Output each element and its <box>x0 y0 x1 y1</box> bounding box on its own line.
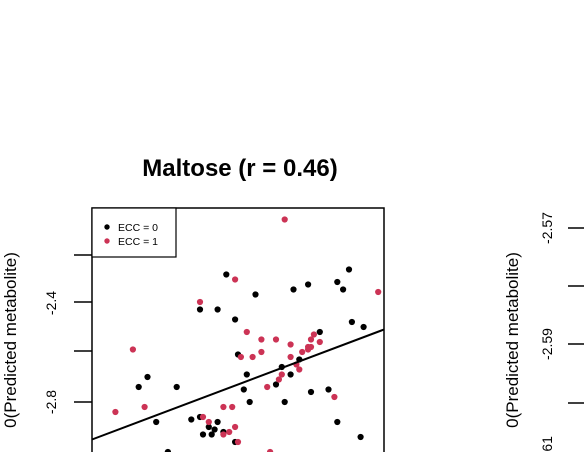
legend-label-ecc0: ECC = 0 <box>118 222 158 234</box>
data-point-ecc0 <box>211 426 218 433</box>
data-point-ecc1 <box>243 328 250 336</box>
y-axis-label: 0(Predicted metabolite) <box>1 252 20 428</box>
plot-frame <box>91 207 385 452</box>
data-point-ecc1 <box>296 366 303 373</box>
data-point-ecc1 <box>249 353 256 361</box>
data-point-ecc1 <box>331 393 338 401</box>
data-point-ecc1 <box>278 371 285 378</box>
data-point-ecc1 <box>375 288 382 296</box>
data-point-ecc1 <box>196 298 204 306</box>
data-point-ecc0 <box>199 431 207 438</box>
data-point-ecc1 <box>287 341 294 348</box>
data-point-ecc0 <box>214 306 221 313</box>
legend: ECC = 0 ECC = 1 <box>91 207 177 258</box>
data-point-ecc1 <box>237 353 244 361</box>
data-point-ecc1 <box>258 336 265 343</box>
data-point-ecc0 <box>281 398 288 406</box>
data-point-ecc1 <box>112 408 119 416</box>
data-point-ecc1 <box>281 216 288 223</box>
data-point-ecc0 <box>307 388 315 396</box>
data-point-ecc0 <box>196 306 204 313</box>
data-point-ecc0 <box>135 383 142 391</box>
data-point-ecc1 <box>232 423 239 431</box>
data-point-ecc1 <box>229 403 236 411</box>
data-point-ecc0 <box>188 416 195 423</box>
data-point-ecc0 <box>144 373 151 381</box>
data-point-ecc0 <box>348 318 355 326</box>
data-point-ecc0 <box>223 271 230 278</box>
data-point-ecc0 <box>232 316 239 323</box>
data-point-ecc1 <box>272 336 280 343</box>
data-point-ecc1 <box>226 428 233 436</box>
legend-marker-ecc0 <box>104 224 110 230</box>
data-point-ecc1 <box>299 348 306 356</box>
data-point-ecc1 <box>199 413 207 421</box>
points-layer <box>112 216 382 452</box>
data-point-ecc0 <box>334 278 341 286</box>
right-panel: 0(Predicted metabolite) -2.57 -2.59 -2.6… <box>503 212 584 452</box>
data-point-ecc1 <box>258 348 265 356</box>
data-point-ecc0 <box>246 398 253 406</box>
data-point-ecc0 <box>290 286 297 293</box>
data-point-ecc0 <box>340 286 347 293</box>
data-point-ecc1 <box>275 376 282 383</box>
data-point-ecc1 <box>141 403 148 411</box>
data-point-ecc0 <box>243 371 250 378</box>
regression-line <box>91 328 385 441</box>
y-tick-label-right: -2.61 <box>539 436 555 452</box>
legend-marker-ecc1 <box>104 238 110 244</box>
data-point-ecc0 <box>173 383 180 391</box>
data-point-ecc1 <box>316 338 323 346</box>
data-point-ecc0 <box>205 423 212 431</box>
data-point-ecc1 <box>310 331 317 338</box>
y-axis-label-right: 0(Predicted metabolite) <box>503 252 522 428</box>
data-point-ecc1 <box>305 343 312 351</box>
data-point-ecc1 <box>267 448 274 452</box>
y-axis-label-group: 0(Predicted metabolite) <box>1 252 20 428</box>
data-point-ecc1 <box>234 438 242 446</box>
data-point-ecc1 <box>307 336 315 343</box>
y-tick-label-right: -2.57 <box>539 212 555 244</box>
y-axis: -2.4 -2.8 <box>43 254 92 414</box>
data-point-ecc1 <box>220 403 227 411</box>
data-point-ecc1 <box>287 353 294 361</box>
data-point-ecc0 <box>252 291 259 298</box>
data-point-ecc1 <box>129 346 136 353</box>
data-point-ecc1 <box>232 276 239 283</box>
data-point-ecc0 <box>272 381 280 388</box>
data-point-ecc0 <box>357 433 364 441</box>
data-point-ecc0 <box>305 281 312 288</box>
chart-title: Maltose (r = 0.46) <box>142 155 337 182</box>
legend-label-ecc1: ECC = 1 <box>118 236 158 248</box>
data-point-ecc0 <box>316 328 323 336</box>
data-point-ecc0 <box>208 431 215 438</box>
data-point-ecc0 <box>360 323 367 331</box>
data-point-ecc0 <box>345 266 353 273</box>
y-tick-label-right: -2.59 <box>539 328 555 360</box>
data-point-ecc0 <box>153 418 160 426</box>
data-point-ecc1 <box>205 418 212 426</box>
data-point-ecc1 <box>220 431 227 438</box>
y-tick-label: -2.4 <box>43 291 59 315</box>
data-point-ecc1 <box>264 383 271 391</box>
y-tick-label: -2.8 <box>43 390 59 414</box>
data-point-ecc0 <box>325 386 332 393</box>
data-point-ecc0 <box>287 371 294 378</box>
legend-box <box>91 207 177 258</box>
data-point-ecc0 <box>240 386 247 393</box>
data-point-ecc0 <box>334 418 341 426</box>
data-point-ecc0 <box>164 448 171 452</box>
data-point-ecc0 <box>214 418 221 426</box>
